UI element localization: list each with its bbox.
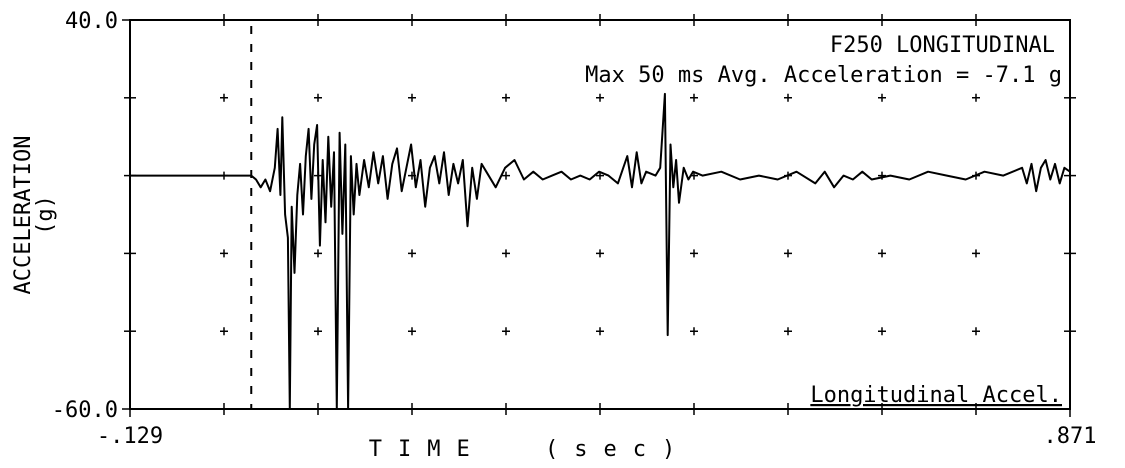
grid-cross — [878, 93, 886, 102]
grid-cross — [878, 249, 886, 258]
y-axis-label: ACCELERATION — [11, 136, 36, 295]
x-tick-label: -.129 — [97, 424, 163, 449]
grid-cross — [972, 249, 980, 258]
grid-cross — [972, 327, 980, 336]
grid-cross — [408, 249, 416, 258]
grid-cross — [596, 249, 604, 258]
chart-title: F250 LONGITUDINAL — [830, 33, 1055, 58]
legend-entry: Longitudinal Accel. — [810, 383, 1062, 408]
grid-cross — [690, 327, 698, 336]
grid-cross — [784, 93, 792, 102]
x-axis-label: TIME (sec) — [369, 437, 691, 462]
y-tick-label: 40.0 — [65, 9, 118, 34]
grid-cross — [972, 93, 980, 102]
y-tick-label: -60.0 — [52, 398, 118, 423]
grid-cross — [408, 327, 416, 336]
grid-cross — [690, 93, 698, 102]
data-line — [130, 92, 1071, 410]
grid-cross — [502, 249, 510, 258]
x-tick-label: .871 — [1044, 424, 1097, 449]
grid-cross — [502, 171, 510, 180]
grid-cross — [314, 249, 322, 258]
grid-cross — [596, 327, 604, 336]
grid-cross — [220, 249, 228, 258]
annotation: Max 50 ms Avg. Acceleration = -7.1 g — [585, 63, 1062, 88]
grid-cross — [502, 327, 510, 336]
grid-cross — [784, 327, 792, 336]
grid-cross — [220, 327, 228, 336]
grid-cross — [314, 93, 322, 102]
grid-cross — [784, 249, 792, 258]
grid-cross — [596, 93, 604, 102]
grid-cross — [408, 93, 416, 102]
grid-cross — [690, 249, 698, 258]
y-axis-label: (g) — [33, 195, 58, 235]
grid-cross — [502, 93, 510, 102]
grid-cross — [878, 327, 886, 336]
grid-cross — [314, 327, 322, 336]
grid-cross — [220, 93, 228, 102]
